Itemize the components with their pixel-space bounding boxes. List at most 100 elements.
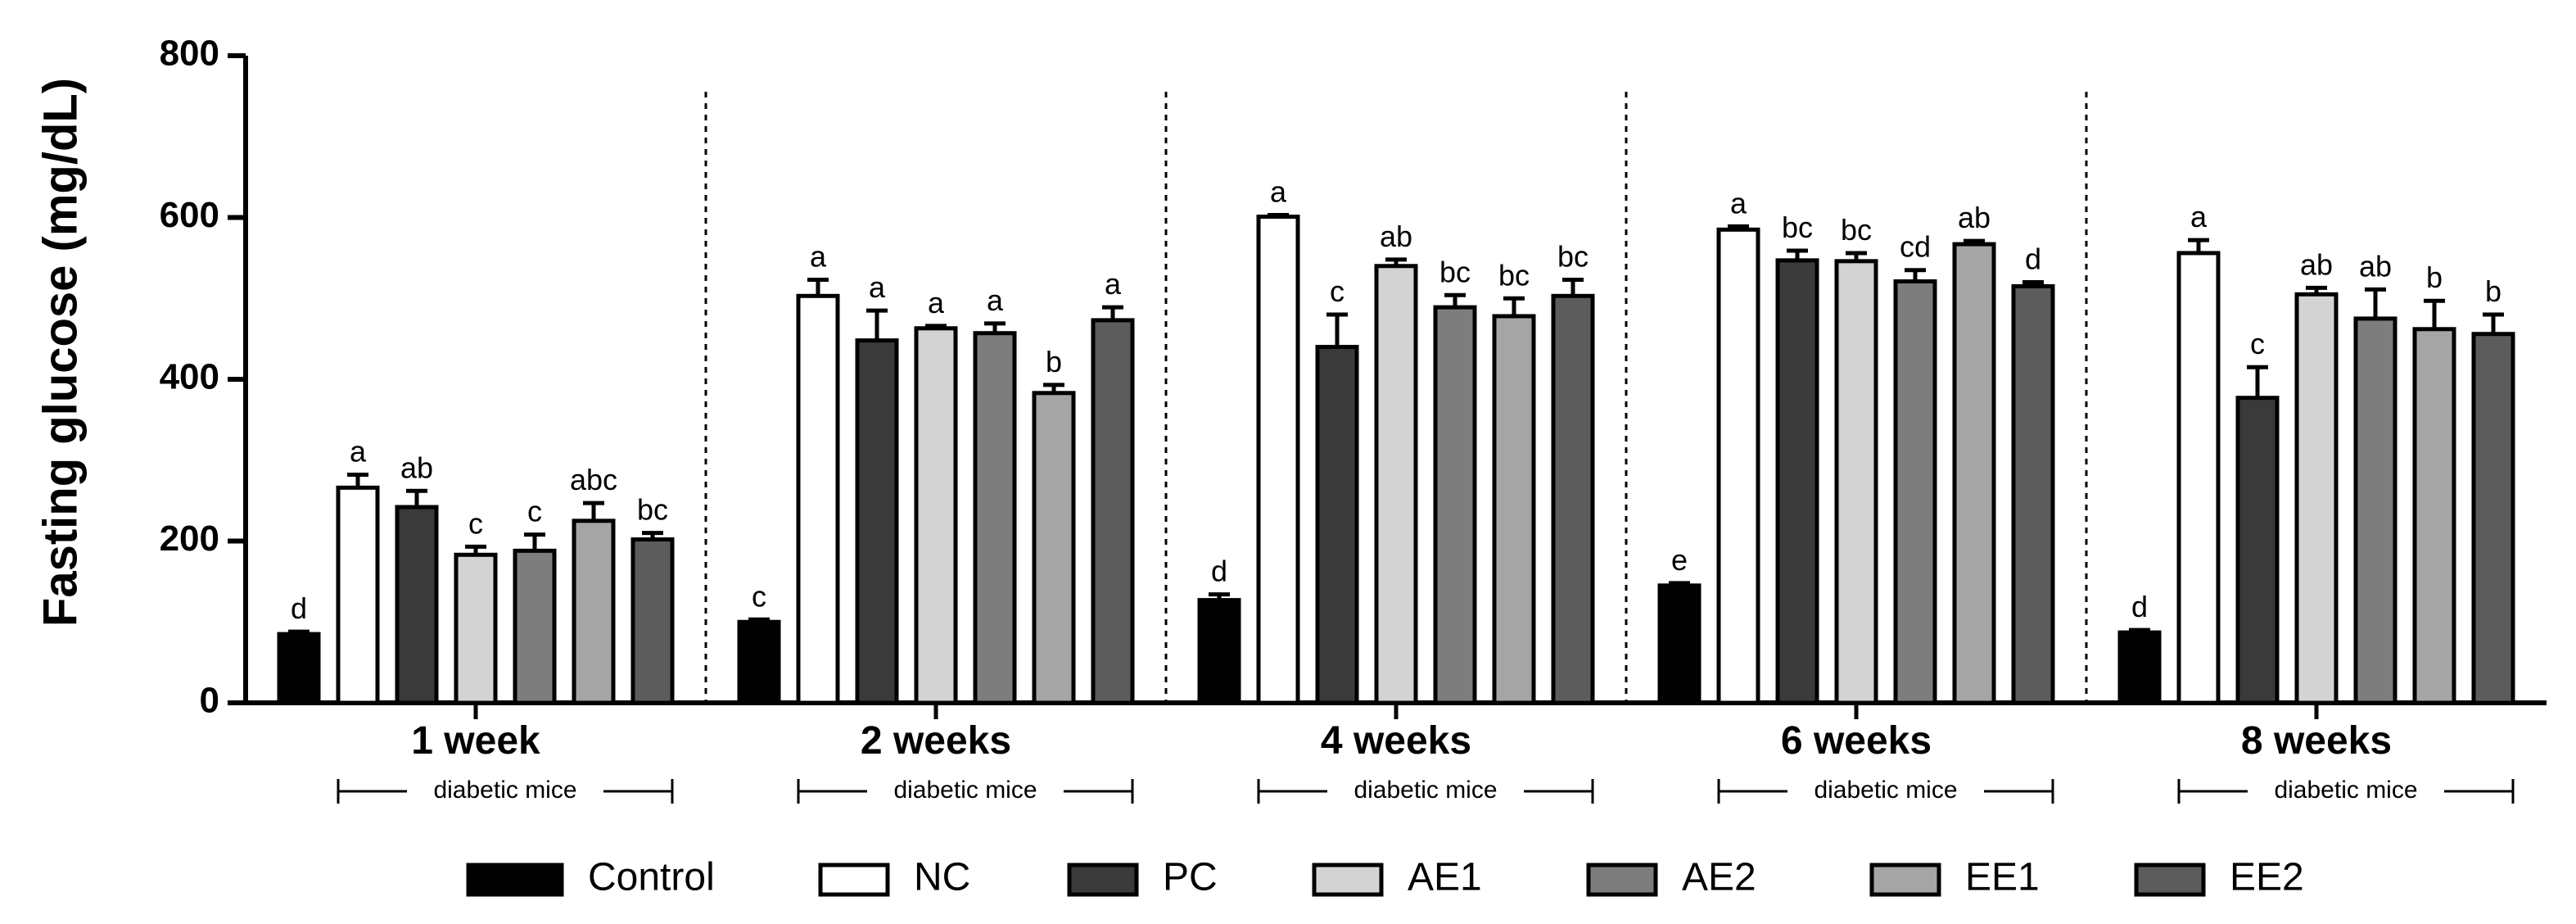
bar	[1551, 293, 1595, 705]
legend-swatch	[818, 863, 890, 897]
significance-letter: d	[2131, 590, 2148, 623]
bar	[1197, 598, 1241, 705]
legend-swatch	[1869, 863, 1941, 897]
legend-label: AE2	[1682, 856, 1756, 899]
y-tick-label: 400	[160, 357, 219, 397]
diabetic-mice-label: diabetic mice	[893, 777, 1037, 804]
significance-letter: ab	[1958, 201, 1991, 234]
legend-swatch	[1067, 863, 1139, 897]
legend-swatch	[1586, 863, 1658, 897]
significance-letter: a	[1105, 267, 1122, 301]
bar	[277, 632, 321, 705]
legend-label: PC	[1163, 856, 1218, 899]
significance-letter: d	[291, 591, 307, 625]
category-label: 8 weeks	[2241, 719, 2392, 763]
significance-letter: bc	[1439, 255, 1471, 288]
significance-letter: bc	[1782, 211, 1813, 244]
significance-letter: a	[1730, 186, 1747, 220]
bar	[1716, 227, 1760, 705]
bar	[1433, 305, 1477, 705]
significance-letter: ab	[1380, 220, 1412, 253]
diabetic-mice-label: diabetic mice	[2274, 777, 2417, 804]
bar	[2235, 396, 2280, 705]
bar	[630, 537, 675, 705]
legend-label: EE1	[1965, 856, 2040, 899]
significance-letter: ab	[2300, 247, 2333, 281]
significance-letter: b	[2426, 260, 2443, 294]
significance-letter: a	[350, 435, 367, 469]
significance-letter: d	[1211, 555, 1227, 588]
bar	[1091, 318, 1135, 705]
significance-letter: a	[928, 286, 945, 319]
category-label: 6 weeks	[1781, 719, 1932, 763]
significance-letter: a	[869, 270, 886, 304]
significance-letter: ab	[400, 451, 433, 484]
y-tick-label: 0	[200, 681, 219, 721]
bar	[2412, 327, 2456, 705]
legend-label: NC	[914, 856, 970, 899]
category-label: 2 weeks	[861, 719, 1011, 763]
y-tick-label: 200	[160, 519, 219, 559]
bar	[796, 293, 840, 705]
bar	[855, 338, 899, 705]
bar	[336, 485, 380, 705]
significance-letter: c	[1330, 274, 1344, 308]
bar	[1032, 391, 1076, 705]
significance-letter: bc	[1498, 258, 1530, 292]
significance-letter: bc	[637, 493, 668, 527]
significance-letter: a	[810, 240, 827, 274]
bar	[1775, 258, 1819, 705]
significance-letter: c	[527, 495, 542, 528]
bar	[2353, 316, 2397, 705]
bar	[1952, 242, 1996, 705]
significance-letter: abc	[570, 463, 617, 496]
bar	[454, 552, 498, 705]
bar	[1315, 345, 1359, 705]
bar	[1374, 264, 1418, 705]
significance-letter: b	[1046, 345, 1062, 378]
significance-letter: ab	[2359, 249, 2392, 283]
significance-letter: b	[2485, 274, 2501, 308]
legend-label: Control	[588, 856, 715, 899]
significance-letter: a	[1270, 175, 1287, 209]
significance-letter: bc	[1557, 240, 1589, 274]
legend-label: EE2	[2230, 856, 2304, 899]
bar	[1492, 314, 1536, 705]
significance-letter: c	[468, 506, 483, 540]
legend-swatch	[466, 863, 564, 897]
bar	[2117, 630, 2162, 705]
diabetic-mice-label: diabetic mice	[1354, 777, 1497, 804]
legend-label: AE1	[1408, 856, 1482, 899]
category-label: 4 weeks	[1321, 719, 1471, 763]
significance-letter: cd	[1900, 230, 1931, 264]
y-tick-label: 800	[160, 34, 219, 74]
significance-letter: c	[2250, 327, 2265, 360]
bar	[973, 331, 1017, 705]
bar	[1256, 215, 1300, 705]
bar	[2471, 332, 2515, 705]
bar	[2294, 292, 2339, 705]
diabetic-mice-label: diabetic mice	[1814, 777, 1957, 804]
bar	[395, 505, 439, 705]
y-tick-label: 600	[160, 195, 219, 235]
diabetic-mice-label: diabetic mice	[433, 777, 576, 804]
significance-letter: bc	[1841, 213, 1872, 247]
significance-letter: e	[1671, 543, 1688, 577]
y-axis-title: Fasting glucose (mg/dL)	[34, 78, 87, 627]
bar	[2011, 283, 2055, 705]
category-label: 1 week	[411, 719, 540, 763]
bar	[1834, 259, 1878, 705]
bar	[2176, 251, 2221, 705]
significance-letter: c	[752, 579, 766, 613]
bar	[914, 326, 958, 705]
significance-letter: d	[2025, 242, 2041, 276]
bar	[572, 519, 616, 705]
legend-swatch	[2134, 863, 2206, 897]
bar	[1893, 279, 1937, 705]
bar	[1657, 583, 1702, 705]
legend-swatch	[1312, 863, 1384, 897]
significance-letter: a	[987, 283, 1004, 317]
bar	[737, 619, 781, 705]
bar	[513, 548, 557, 705]
